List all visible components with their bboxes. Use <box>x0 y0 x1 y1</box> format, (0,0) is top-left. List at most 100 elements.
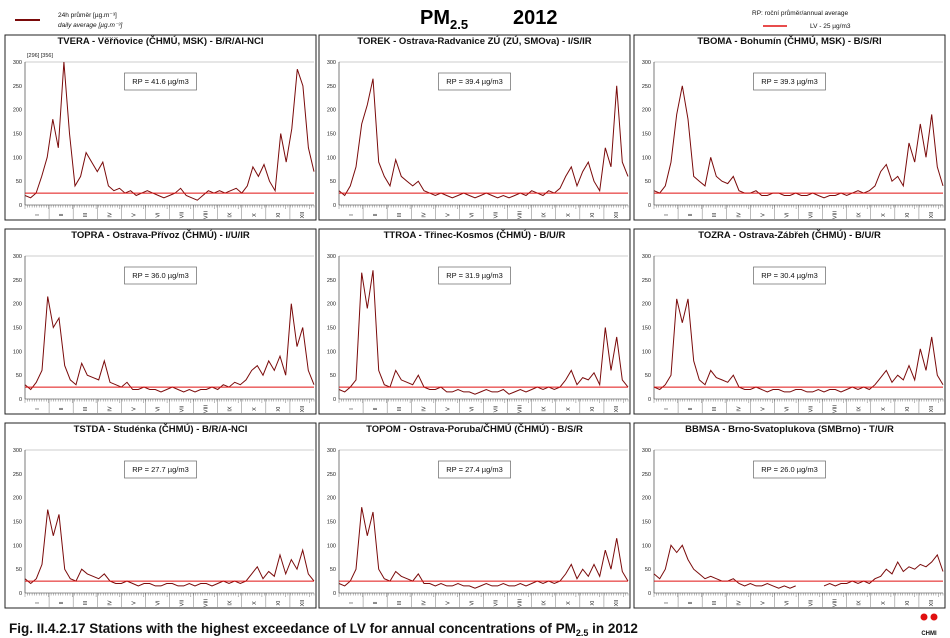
panel-title: TOREK - Ostrava-Radvanice ZÚ (ZÚ, SMOva)… <box>357 35 591 47</box>
month-label: VII <box>809 599 815 606</box>
month-label: V <box>131 213 137 217</box>
rp-box <box>438 460 511 479</box>
month-label: VII <box>180 599 186 606</box>
month-label: VI <box>784 406 790 412</box>
month-label: VII <box>180 405 186 412</box>
y-tick-label: 0 <box>19 591 22 597</box>
month-label: IX <box>857 600 863 606</box>
panels: TVERA - Věřňovice (ČHMÚ, MSK) - B/R/AI-N… <box>4 34 946 609</box>
month-label: III <box>397 406 403 411</box>
x-ticks <box>653 593 944 597</box>
rp-box <box>753 460 826 479</box>
rp-box <box>438 266 511 285</box>
month-label: III <box>83 406 89 411</box>
y-tick-label: 300 <box>13 60 22 66</box>
panel-frame <box>633 228 946 415</box>
x-ticks <box>24 205 315 209</box>
y-tick-label: 50 <box>330 179 336 185</box>
month-label: IV <box>421 406 427 412</box>
month-label: I <box>35 214 41 216</box>
month-label: IX <box>857 406 863 412</box>
y-tick-label: 200 <box>13 108 22 114</box>
month-label: X <box>881 601 887 605</box>
y-tick-label: 250 <box>327 278 336 284</box>
rp-value: RP = 39.3 µg/m3 <box>761 77 818 86</box>
month-label: VII <box>180 211 186 218</box>
month-label: II <box>59 213 65 217</box>
y-tick-label: 50 <box>645 373 651 379</box>
y-tick-label: 200 <box>13 302 22 308</box>
rp-value: RP = 26.0 µg/m3 <box>761 465 818 474</box>
month-label: I <box>664 408 670 410</box>
month-label: IV <box>736 212 742 218</box>
month-label: XII <box>614 211 620 218</box>
month-label: VIII <box>833 404 839 413</box>
month-label: XII <box>929 211 935 218</box>
panel-title: TTROA - Třinec-Kosmos (ČHMÚ) - B/U/R <box>384 229 566 241</box>
daily-average-series <box>338 270 629 395</box>
month-label: II <box>688 213 694 217</box>
month-label: XI <box>905 406 911 412</box>
month-label: IV <box>421 600 427 606</box>
daily-average-series <box>24 61 315 201</box>
y-tick-label: 100 <box>13 543 22 549</box>
y-tick-label: 50 <box>16 567 22 573</box>
month-label: IX <box>542 600 548 606</box>
chart-year: 2012 <box>513 7 558 29</box>
month-label: XI <box>276 600 282 606</box>
y-tick-label: 200 <box>327 108 336 114</box>
y-tick-label: 300 <box>13 254 22 260</box>
x-ticks <box>653 205 944 209</box>
month-label: X <box>566 407 572 411</box>
month-label: VI <box>155 406 161 412</box>
month-label: VII <box>494 211 500 218</box>
panel-frame <box>318 34 631 221</box>
legend-lv-label: LV - 25 µg/m3 <box>810 23 851 30</box>
panel-bbmsa: BBMSA - Brno-Svatoplukova (SMBrno) - T/U… <box>633 422 946 609</box>
y-tick-label: 250 <box>327 84 336 90</box>
month-label: I <box>349 408 355 410</box>
panel-title: TOPRA - Ostrava-Přívoz (ČHMÚ) - I/U/IR <box>71 229 250 241</box>
y-tick-label: 100 <box>642 543 651 549</box>
x-ticks <box>338 399 629 403</box>
panel-tvera: TVERA - Věřňovice (ČHMÚ, MSK) - B/R/AI-N… <box>4 34 317 221</box>
panel-title: TSTDA - Studénka (ČHMÚ) - B/R/A-NCI <box>74 423 248 435</box>
month-label: VIII <box>833 210 839 219</box>
daily-average-series <box>653 85 944 199</box>
month-label: X <box>881 213 887 217</box>
month-label: IX <box>542 212 548 218</box>
month-label: VII <box>809 405 815 412</box>
daily-average-series <box>24 509 315 587</box>
y-tick-label: 50 <box>645 567 651 573</box>
month-label: III <box>712 600 718 605</box>
panel-topra: TOPRA - Ostrava-Přívoz (ČHMÚ) - I/U/IR 0 5… <box>4 228 317 415</box>
y-tick-label: 0 <box>333 397 336 403</box>
month-label: X <box>881 407 887 411</box>
x-ticks <box>338 593 629 597</box>
y-tick-label: 150 <box>327 326 336 332</box>
month-label: XII <box>300 599 306 606</box>
month-label: II <box>59 407 65 411</box>
month-label: III <box>83 212 89 217</box>
month-label: I <box>35 408 41 410</box>
month-label: VIII <box>204 210 210 219</box>
legend-daily-label-cz: 24h průměr [µg.m⁻³] <box>58 11 117 19</box>
y-tick-label: 100 <box>327 155 336 161</box>
month-label: XII <box>300 211 306 218</box>
chmi-logo: CHMI <box>920 613 938 637</box>
y-tick-label: 150 <box>642 520 651 526</box>
month-label: IX <box>228 600 234 606</box>
month-label: VIII <box>518 598 524 607</box>
panel-frame <box>4 34 317 221</box>
month-label: XII <box>614 599 620 606</box>
panel-title: TBOMA - Bohumín (ČHMÚ, MSK) - B/S/RI <box>697 35 881 47</box>
panel-ttroa: TTROA - Třinec-Kosmos (ČHMÚ) - B/U/R 0 50 1… <box>318 228 631 415</box>
y-tick-label: 100 <box>13 155 22 161</box>
x-ticks <box>24 593 315 597</box>
month-label: IV <box>421 212 427 218</box>
y-tick-label: 100 <box>327 349 336 355</box>
y-tick-label: 50 <box>16 373 22 379</box>
y-tick-label: 0 <box>19 203 22 209</box>
panel-frame <box>4 228 317 415</box>
y-tick-label: 300 <box>327 254 336 260</box>
